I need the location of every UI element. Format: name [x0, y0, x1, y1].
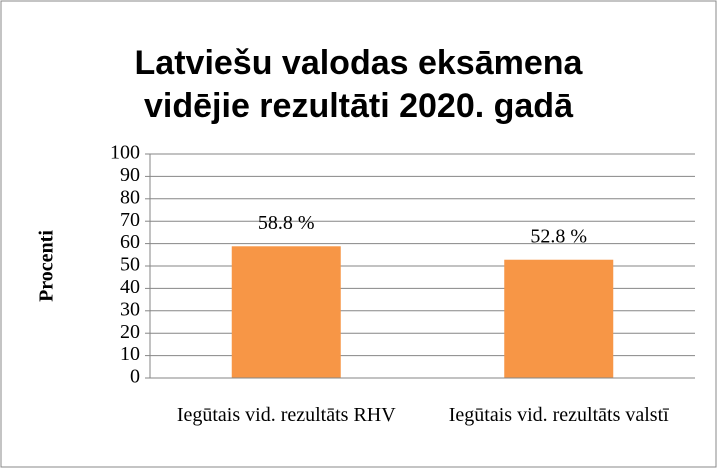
- y-axis-label: Procenti: [36, 230, 58, 302]
- y-tick-label: 30: [120, 298, 140, 320]
- data-label: 52.8 %: [530, 225, 587, 247]
- y-tick-label: 80: [120, 186, 140, 208]
- y-tick-label: 50: [120, 254, 140, 276]
- bar: [231, 246, 341, 378]
- chart-title: Latviešu valodas eksāmena vidējie rezult…: [134, 44, 583, 125]
- y-tick-label: 100: [110, 142, 140, 164]
- x-tick-label: Iegūtais vid. rezultāts RHV: [176, 404, 396, 426]
- y-tick-label: 60: [120, 231, 140, 253]
- y-tick-label: 0: [130, 366, 140, 388]
- data-label: 58.8 %: [258, 212, 315, 234]
- y-tick-label: 20: [120, 321, 140, 343]
- y-tick-label: 40: [120, 276, 140, 298]
- y-tick-label: 70: [120, 209, 140, 231]
- bar: [504, 259, 614, 378]
- x-tick-label: Iegūtais vid. rezultāts valstī: [448, 404, 669, 426]
- y-tick-label: 90: [120, 164, 140, 186]
- y-tick-label: 10: [120, 343, 140, 365]
